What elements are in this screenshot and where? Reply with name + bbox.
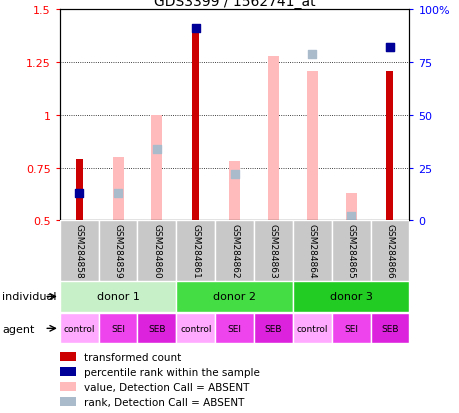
Bar xyxy=(386,71,392,221)
Text: donor 3: donor 3 xyxy=(329,292,372,302)
Bar xyxy=(331,313,370,344)
Bar xyxy=(60,367,75,376)
Bar xyxy=(60,282,176,312)
Title: GDS3399 / 1562741_at: GDS3399 / 1562741_at xyxy=(153,0,315,9)
Bar xyxy=(292,313,331,344)
Text: control: control xyxy=(63,324,95,333)
Bar xyxy=(215,221,253,281)
Bar xyxy=(137,313,176,344)
Bar xyxy=(370,221,409,281)
Text: GSM284865: GSM284865 xyxy=(346,223,355,278)
Bar xyxy=(292,282,409,312)
Bar xyxy=(176,313,215,344)
Point xyxy=(347,214,354,220)
Text: GSM284859: GSM284859 xyxy=(113,223,122,278)
Text: rank, Detection Call = ABSENT: rank, Detection Call = ABSENT xyxy=(84,397,244,407)
Bar xyxy=(292,221,331,281)
Bar xyxy=(176,221,215,281)
Bar xyxy=(60,221,98,281)
Bar xyxy=(253,221,292,281)
Bar xyxy=(98,221,137,281)
Text: GSM284862: GSM284862 xyxy=(230,224,239,278)
Bar xyxy=(229,162,240,221)
Bar xyxy=(60,397,75,406)
Bar xyxy=(176,282,292,312)
Bar xyxy=(60,382,75,391)
Text: donor 2: donor 2 xyxy=(213,292,256,302)
Text: SEB: SEB xyxy=(148,324,165,333)
Text: GSM284864: GSM284864 xyxy=(307,224,316,278)
Bar xyxy=(151,116,162,221)
Text: SEB: SEB xyxy=(381,324,398,333)
Point xyxy=(114,190,122,197)
Point xyxy=(308,51,315,58)
Bar xyxy=(331,221,370,281)
Point xyxy=(75,190,83,197)
Bar xyxy=(306,71,317,221)
Bar xyxy=(60,352,75,361)
Text: SEB: SEB xyxy=(264,324,281,333)
Bar xyxy=(253,313,292,344)
Bar xyxy=(112,158,123,221)
Text: agent: agent xyxy=(2,324,34,334)
Text: GSM284860: GSM284860 xyxy=(152,223,161,278)
Text: GSM284861: GSM284861 xyxy=(191,223,200,278)
Point xyxy=(192,26,199,33)
Point xyxy=(153,146,160,153)
Text: individual: individual xyxy=(2,292,56,301)
Text: SEI: SEI xyxy=(111,324,125,333)
Text: SEI: SEI xyxy=(343,324,358,333)
Bar xyxy=(76,160,83,221)
Text: GSM284866: GSM284866 xyxy=(385,223,394,278)
Text: GSM284863: GSM284863 xyxy=(269,223,277,278)
Text: control: control xyxy=(179,324,211,333)
Text: transformed count: transformed count xyxy=(84,352,181,362)
Text: GSM284858: GSM284858 xyxy=(74,223,84,278)
Bar xyxy=(60,313,98,344)
Text: donor 1: donor 1 xyxy=(96,292,139,302)
Point xyxy=(386,45,393,52)
Text: percentile rank within the sample: percentile rank within the sample xyxy=(84,367,260,377)
Bar xyxy=(215,313,253,344)
Bar xyxy=(192,29,199,221)
Point xyxy=(386,45,393,52)
Text: value, Detection Call = ABSENT: value, Detection Call = ABSENT xyxy=(84,382,249,392)
Bar xyxy=(268,57,278,221)
Bar xyxy=(370,313,409,344)
Bar xyxy=(98,313,137,344)
Bar xyxy=(345,194,356,221)
Text: SEI: SEI xyxy=(227,324,241,333)
Text: control: control xyxy=(296,324,327,333)
Point xyxy=(230,171,238,178)
Bar xyxy=(137,221,176,281)
